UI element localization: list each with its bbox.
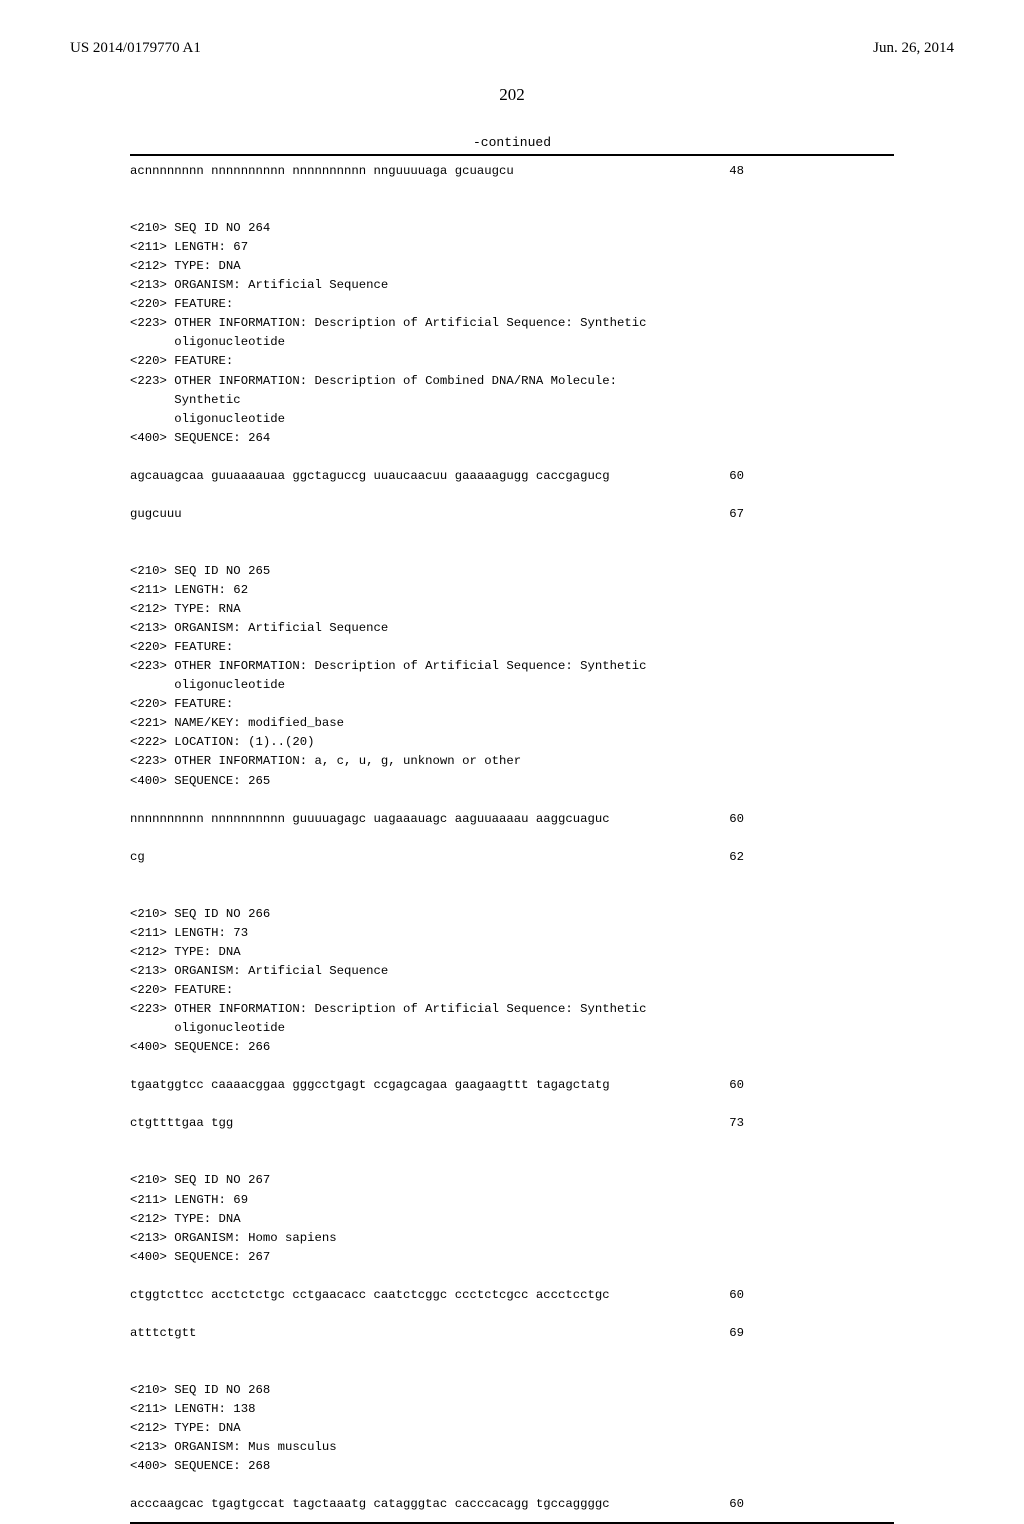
seq-meta: <213> ORGANISM: Artificial Sequence — [130, 619, 894, 638]
seq-meta: oligonucleotide — [130, 676, 894, 695]
seq-meta: <223> OTHER INFORMATION: a, c, u, g, unk… — [130, 752, 894, 771]
sequence-line: atttctgtt 69 — [130, 1324, 894, 1343]
spacer — [130, 1362, 894, 1381]
sequence-line: ctgttttgaa tgg 73 — [130, 1114, 894, 1133]
sequence-text: gugcuuu — [130, 505, 182, 524]
sequence-line: acnnnnnnnn nnnnnnnnnn nnnnnnnnnn nnguuuu… — [130, 162, 894, 181]
sequence-line: acccaagcac tgagtgccat tagctaaatg cataggg… — [130, 1495, 894, 1514]
page-number: 202 — [70, 85, 954, 105]
seq-meta: <400> SEQUENCE: 266 — [130, 1038, 894, 1057]
spacer — [130, 1057, 894, 1076]
seq-meta: oligonucleotide — [130, 1019, 894, 1038]
sequence-position: 69 — [729, 1324, 894, 1343]
seq-meta: <223> OTHER INFORMATION: Description of … — [130, 372, 894, 391]
sequence-text: acnnnnnnnn nnnnnnnnnn nnnnnnnnnn nnguuuu… — [130, 162, 514, 181]
spacer — [130, 1267, 894, 1286]
seq-meta: <220> FEATURE: — [130, 638, 894, 657]
seq-meta: <222> LOCATION: (1)..(20) — [130, 733, 894, 752]
sequence-line: cg 62 — [130, 848, 894, 867]
spacer — [130, 543, 894, 562]
spacer — [130, 1476, 894, 1495]
continued-label: -continued — [70, 135, 954, 150]
sequence-position: 73 — [729, 1114, 894, 1133]
sequence-position: 60 — [729, 810, 894, 829]
seq-meta: <210> SEQ ID NO 267 — [130, 1171, 894, 1190]
sequence-position: 60 — [729, 1076, 894, 1095]
seq-meta: <212> TYPE: RNA — [130, 600, 894, 619]
spacer — [130, 886, 894, 905]
sequence-line: agcauagcaa guuaaaauaa ggctaguccg uuaucaa… — [130, 467, 894, 486]
sequence-text: tgaatggtcc caaaacggaa gggcctgagt ccgagca… — [130, 1076, 610, 1095]
seq-meta: <210> SEQ ID NO 265 — [130, 562, 894, 581]
sequence-line: ctggtcttcc acctctctgc cctgaacacc caatctc… — [130, 1286, 894, 1305]
spacer — [130, 791, 894, 810]
seq-meta: oligonucleotide — [130, 410, 894, 429]
seq-meta: <213> ORGANISM: Mus musculus — [130, 1438, 894, 1457]
sequence-position: 60 — [729, 1286, 894, 1305]
sequence-text: acccaagcac tgagtgccat tagctaaatg cataggg… — [130, 1495, 610, 1514]
spacer — [130, 1152, 894, 1171]
publication-number: US 2014/0179770 A1 — [70, 40, 201, 57]
seq-meta: <220> FEATURE: — [130, 695, 894, 714]
seq-meta: oligonucleotide — [130, 333, 894, 352]
seq-meta: <211> LENGTH: 69 — [130, 1191, 894, 1210]
seq-meta: <212> TYPE: DNA — [130, 1419, 894, 1438]
sequence-listing-block: acnnnnnnnn nnnnnnnnnn nnnnnnnnnn nnguuuu… — [130, 154, 894, 1524]
seq-meta: <212> TYPE: DNA — [130, 943, 894, 962]
seq-meta: <220> FEATURE: — [130, 295, 894, 314]
sequence-text: ctgttttgaa tgg — [130, 1114, 233, 1133]
seq-meta: <400> SEQUENCE: 265 — [130, 772, 894, 791]
spacer — [130, 200, 894, 219]
sequence-position: 60 — [729, 467, 894, 486]
publication-date: Jun. 26, 2014 — [873, 40, 954, 57]
spacer — [130, 867, 894, 886]
seq-meta: <211> LENGTH: 138 — [130, 1400, 894, 1419]
spacer — [130, 181, 894, 200]
seq-meta: <210> SEQ ID NO 266 — [130, 905, 894, 924]
seq-meta: <223> OTHER INFORMATION: Description of … — [130, 657, 894, 676]
seq-meta: <220> FEATURE: — [130, 352, 894, 371]
seq-meta: <400> SEQUENCE: 264 — [130, 429, 894, 448]
spacer — [130, 1343, 894, 1362]
seq-meta: <210> SEQ ID NO 264 — [130, 219, 894, 238]
spacer — [130, 486, 894, 505]
seq-meta: <212> TYPE: DNA — [130, 257, 894, 276]
seq-meta: <223> OTHER INFORMATION: Description of … — [130, 314, 894, 333]
sequence-line: gugcuuu 67 — [130, 505, 894, 524]
seq-meta: <400> SEQUENCE: 268 — [130, 1457, 894, 1476]
spacer — [130, 524, 894, 543]
sequence-position: 60 — [729, 1495, 894, 1514]
spacer — [130, 829, 894, 848]
seq-meta: <221> NAME/KEY: modified_base — [130, 714, 894, 733]
sequence-line: nnnnnnnnnn nnnnnnnnnn guuuuagagc uagaaau… — [130, 810, 894, 829]
page-header: US 2014/0179770 A1 Jun. 26, 2014 — [70, 40, 954, 57]
page-container: US 2014/0179770 A1 Jun. 26, 2014 202 -co… — [0, 0, 1024, 1320]
seq-meta: <210> SEQ ID NO 268 — [130, 1381, 894, 1400]
seq-meta: <211> LENGTH: 62 — [130, 581, 894, 600]
seq-meta: <213> ORGANISM: Artificial Sequence — [130, 276, 894, 295]
seq-meta: <212> TYPE: DNA — [130, 1210, 894, 1229]
sequence-text: cg — [130, 848, 145, 867]
seq-meta: Synthetic — [130, 391, 894, 410]
sequence-text: nnnnnnnnnn nnnnnnnnnn guuuuagagc uagaaau… — [130, 810, 610, 829]
sequence-text: agcauagcaa guuaaaauaa ggctaguccg uuaucaa… — [130, 467, 610, 486]
sequence-text: ctggtcttcc acctctctgc cctgaacacc caatctc… — [130, 1286, 610, 1305]
seq-meta: <213> ORGANISM: Homo sapiens — [130, 1229, 894, 1248]
seq-meta: <211> LENGTH: 73 — [130, 924, 894, 943]
sequence-position: 62 — [729, 848, 894, 867]
sequence-line: tgaatggtcc caaaacggaa gggcctgagt ccgagca… — [130, 1076, 894, 1095]
sequence-position: 48 — [729, 162, 894, 181]
seq-meta: <223> OTHER INFORMATION: Description of … — [130, 1000, 894, 1019]
sequence-position: 67 — [729, 505, 894, 524]
seq-meta: <211> LENGTH: 67 — [130, 238, 894, 257]
seq-meta: <400> SEQUENCE: 267 — [130, 1248, 894, 1267]
spacer — [130, 1305, 894, 1324]
seq-meta: <213> ORGANISM: Artificial Sequence — [130, 962, 894, 981]
spacer — [130, 1133, 894, 1152]
sequence-text: atttctgtt — [130, 1324, 196, 1343]
spacer — [130, 448, 894, 467]
spacer — [130, 1095, 894, 1114]
seq-meta: <220> FEATURE: — [130, 981, 894, 1000]
